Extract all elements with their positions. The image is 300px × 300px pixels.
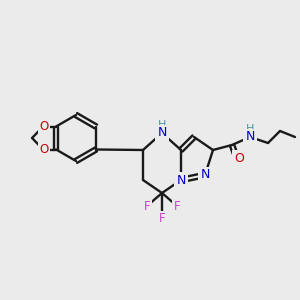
Text: F: F [144,200,150,212]
Text: F: F [174,200,180,212]
Text: N: N [200,169,210,182]
Text: O: O [40,143,49,156]
Text: N: N [157,127,167,140]
Text: F: F [159,212,165,226]
Text: H: H [158,120,166,130]
Text: O: O [234,152,244,164]
Text: H: H [246,124,254,134]
Text: N: N [245,130,255,143]
Text: N: N [176,173,186,187]
Text: O: O [40,120,49,133]
